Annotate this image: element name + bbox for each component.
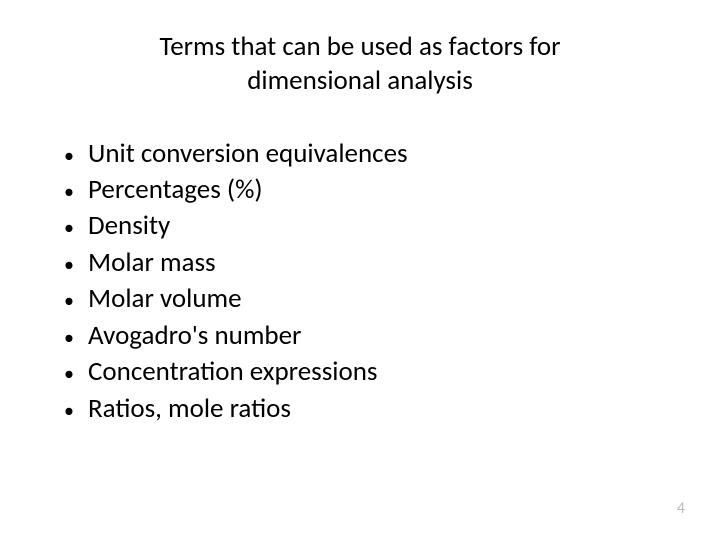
- page-number: 4: [677, 499, 685, 518]
- bullet-text: Ratios, mole ratios: [88, 391, 660, 427]
- bullet-icon: •: [60, 398, 88, 425]
- slide-title: Terms that can be used as factors for di…: [60, 30, 660, 98]
- list-item: • Density: [60, 208, 660, 244]
- list-item: • Molar mass: [60, 245, 660, 281]
- bullet-text: Percentages (%): [88, 172, 660, 208]
- bullet-list: • Unit conversion equivalences • Percent…: [60, 136, 660, 428]
- bullet-icon: •: [60, 288, 88, 315]
- bullet-icon: •: [60, 252, 88, 279]
- slide-container: Terms that can be used as factors for di…: [0, 0, 720, 540]
- bullet-icon: •: [60, 325, 88, 352]
- bullet-text: Molar mass: [88, 245, 660, 281]
- bullet-icon: •: [60, 143, 88, 170]
- bullet-icon: •: [60, 361, 88, 388]
- list-item: • Molar volume: [60, 281, 660, 317]
- list-item: • Ratios, mole ratios: [60, 391, 660, 427]
- list-item: • Avogadro's number: [60, 318, 660, 354]
- bullet-text: Avogadro's number: [88, 318, 660, 354]
- bullet-text: Density: [88, 208, 660, 244]
- bullet-text: Concentration expressions: [88, 354, 660, 390]
- bullet-icon: •: [60, 179, 88, 206]
- bullet-text: Molar volume: [88, 281, 660, 317]
- list-item: • Concentration expressions: [60, 354, 660, 390]
- bullet-icon: •: [60, 215, 88, 242]
- list-item: • Unit conversion equivalences: [60, 136, 660, 172]
- list-item: • Percentages (%): [60, 172, 660, 208]
- bullet-text: Unit conversion equivalences: [88, 136, 660, 172]
